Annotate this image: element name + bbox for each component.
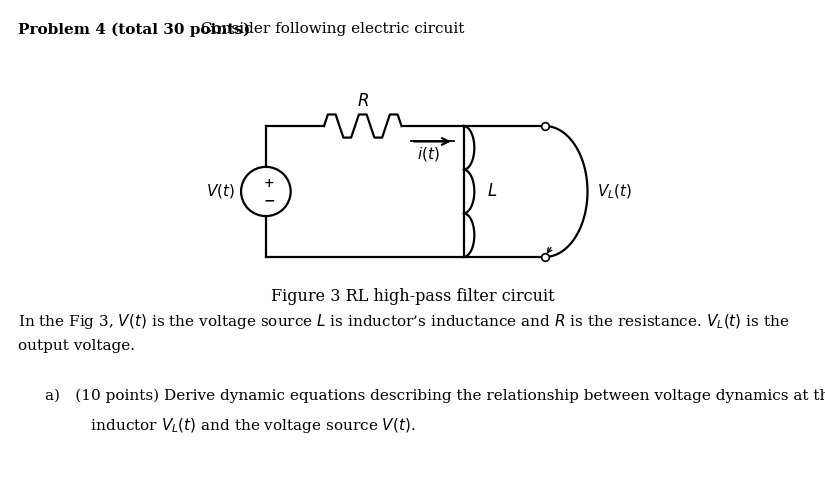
Text: In the Fig 3, $V(t)$ is the voltage source $L$ is inductor’s inductance and $R$ : In the Fig 3, $V(t)$ is the voltage sour…	[18, 312, 790, 332]
Text: $V(t)$: $V(t)$	[206, 183, 235, 200]
Text: −: −	[263, 194, 275, 208]
Text: a)  (10 points) Derive dynamic equations describing the relationship between vol: a) (10 points) Derive dynamic equations …	[45, 389, 825, 403]
Text: $i(t)$: $i(t)$	[417, 145, 440, 163]
Text: Problem 4 (total 30 points): Problem 4 (total 30 points)	[18, 22, 251, 36]
Text: $L$: $L$	[487, 183, 497, 200]
Text: $V_L(t)$: $V_L(t)$	[596, 182, 632, 201]
Text: $R$: $R$	[356, 93, 369, 110]
Text: inductor $V_L(t)$ and the voltage source $V(t)$.: inductor $V_L(t)$ and the voltage source…	[45, 416, 416, 435]
Text: Figure 3 RL high-pass filter circuit: Figure 3 RL high-pass filter circuit	[271, 288, 554, 305]
Text: +: +	[264, 177, 274, 189]
Text: output voltage.: output voltage.	[18, 339, 135, 353]
Text: Consider following electric circuit: Consider following electric circuit	[196, 22, 464, 36]
